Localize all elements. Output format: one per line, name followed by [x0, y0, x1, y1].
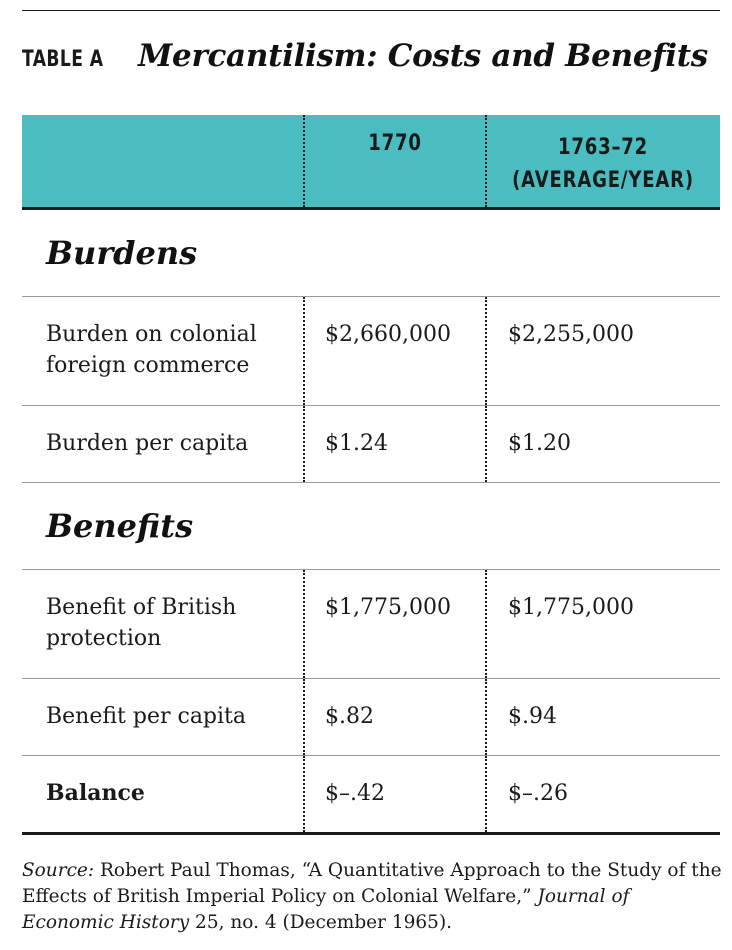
row-label: Burden on colonial foreign commerce	[46, 322, 257, 378]
column-divider	[303, 115, 305, 207]
column-divider	[485, 679, 487, 755]
value-average: $2,255,000	[508, 322, 634, 347]
table-row: Burden on colonial foreign commerce $2,6…	[22, 297, 720, 406]
table-row: Benefit per capita $.82 $.94	[22, 679, 720, 756]
value-average: $1,775,000	[508, 595, 634, 620]
value-1770: $.82	[325, 704, 374, 729]
column-divider	[303, 406, 305, 482]
table-header-row: 1770 1763–72 (AVERAGE/YEAR)	[22, 115, 720, 210]
column-divider	[303, 570, 305, 678]
table-label: TABLE A	[22, 47, 104, 72]
section-benefits: Benefits	[22, 483, 720, 570]
row-label: Benefit of British protection	[46, 595, 237, 651]
value-1770: $1.24	[325, 431, 388, 456]
table-heading: TABLE A Mercantilism: Costs and Benefits	[22, 38, 722, 78]
row-label: Benefit per capita	[46, 704, 247, 729]
value-average: $1.20	[508, 431, 571, 456]
source-journal: Journal of Economic History	[22, 886, 630, 933]
table-row: Burden per capita $1.24 $1.20	[22, 406, 720, 483]
value-average: $–.26	[508, 781, 568, 806]
column-divider	[485, 570, 487, 678]
column-divider	[303, 756, 305, 832]
table-row: Benefit of British protection $1,775,000…	[22, 570, 720, 679]
value-1770: $1,775,000	[325, 595, 451, 620]
column-divider	[303, 679, 305, 755]
column-header-average: 1763–72 (AVERAGE/YEAR)	[512, 135, 694, 193]
source-prefix: Source:	[22, 860, 95, 881]
table-row-balance: Balance $–.42 $–.26	[22, 756, 720, 835]
value-1770: $–.42	[325, 781, 385, 806]
column-divider	[485, 756, 487, 832]
section-title: Burdens	[46, 234, 198, 272]
row-label: Burden per capita	[46, 431, 249, 456]
column-divider	[485, 406, 487, 482]
column-header-1770: 1770	[368, 131, 422, 156]
section-burdens: Burdens	[22, 210, 720, 297]
value-average: $.94	[508, 704, 557, 729]
data-table: 1770 1763–72 (AVERAGE/YEAR) Burdens Burd…	[22, 115, 720, 835]
source-citation: 25, no. 4 (December 1965).	[189, 912, 453, 933]
column-divider	[485, 297, 487, 405]
table-title: Mercantilism: Costs and Benefits	[138, 38, 708, 74]
source-note: Source: Robert Paul Thomas, “A Quantitat…	[22, 858, 722, 936]
top-rule	[22, 10, 720, 11]
column-divider	[303, 297, 305, 405]
column-divider	[485, 115, 487, 207]
source-text: Robert Paul Thomas, “A Quantitative Appr…	[22, 860, 722, 907]
value-1770: $2,660,000	[325, 322, 451, 347]
section-title: Benefits	[46, 507, 194, 545]
row-label: Balance	[46, 780, 145, 806]
